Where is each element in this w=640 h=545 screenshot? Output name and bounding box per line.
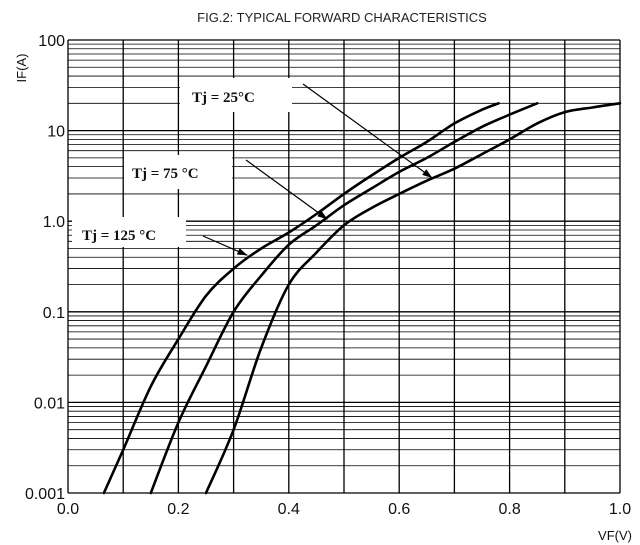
x-tick-label: 0.0 — [57, 501, 79, 518]
x-axis-label: VF(V) — [598, 528, 632, 543]
annotation-arrow-line — [302, 83, 433, 179]
axis-ticks: 0.0 0.2 0.4 0.6 0.8 1.0 0.001 0.01 0.1 1.0 10 100 — [25, 33, 631, 518]
annotation-label: Tj = 25°C — [192, 90, 255, 106]
annotation-arrow-head — [317, 210, 328, 220]
annotation-box — [180, 78, 292, 112]
annotation-box — [124, 155, 232, 189]
annotation-box — [72, 217, 186, 247]
y-tick-label: 0.001 — [25, 486, 65, 503]
y-axis-label: IF(A) — [14, 54, 29, 83]
annotation-label: Tj = 125 °C — [82, 228, 156, 244]
x-tick-label: 0.2 — [167, 501, 189, 518]
x-tick-label: 0.6 — [388, 501, 410, 518]
series-line-tj-25 — [204, 102, 622, 495]
series-line-tj-75 — [149, 102, 539, 495]
x-tick-label: 0.8 — [498, 501, 520, 518]
series-line-tj-125 — [102, 102, 500, 495]
y-tick-label: 100 — [38, 33, 65, 50]
y-tick-label: 0.01 — [34, 395, 65, 412]
annotation-arrow-line — [245, 159, 328, 220]
annotation-arrow-head — [422, 169, 433, 178]
y-tick-label: 0.1 — [43, 305, 65, 322]
x-tick-label: 1.0 — [609, 501, 631, 518]
chart-title: FIG.2: TYPICAL FORWARD CHARACTERISTICS — [197, 10, 487, 25]
y-tick-label: 1.0 — [43, 214, 65, 231]
y-tick-label: 10 — [47, 124, 65, 141]
series-curves — [102, 102, 622, 495]
curve-annotations: Tj = 25°C Tj = 75 °C Tj = 125 °C — [72, 78, 433, 256]
annotation-arrow-head — [236, 248, 248, 256]
plot-grid — [67, 39, 621, 494]
annotation-label: Tj = 75 °C — [132, 166, 199, 182]
x-tick-label: 0.4 — [278, 501, 300, 518]
